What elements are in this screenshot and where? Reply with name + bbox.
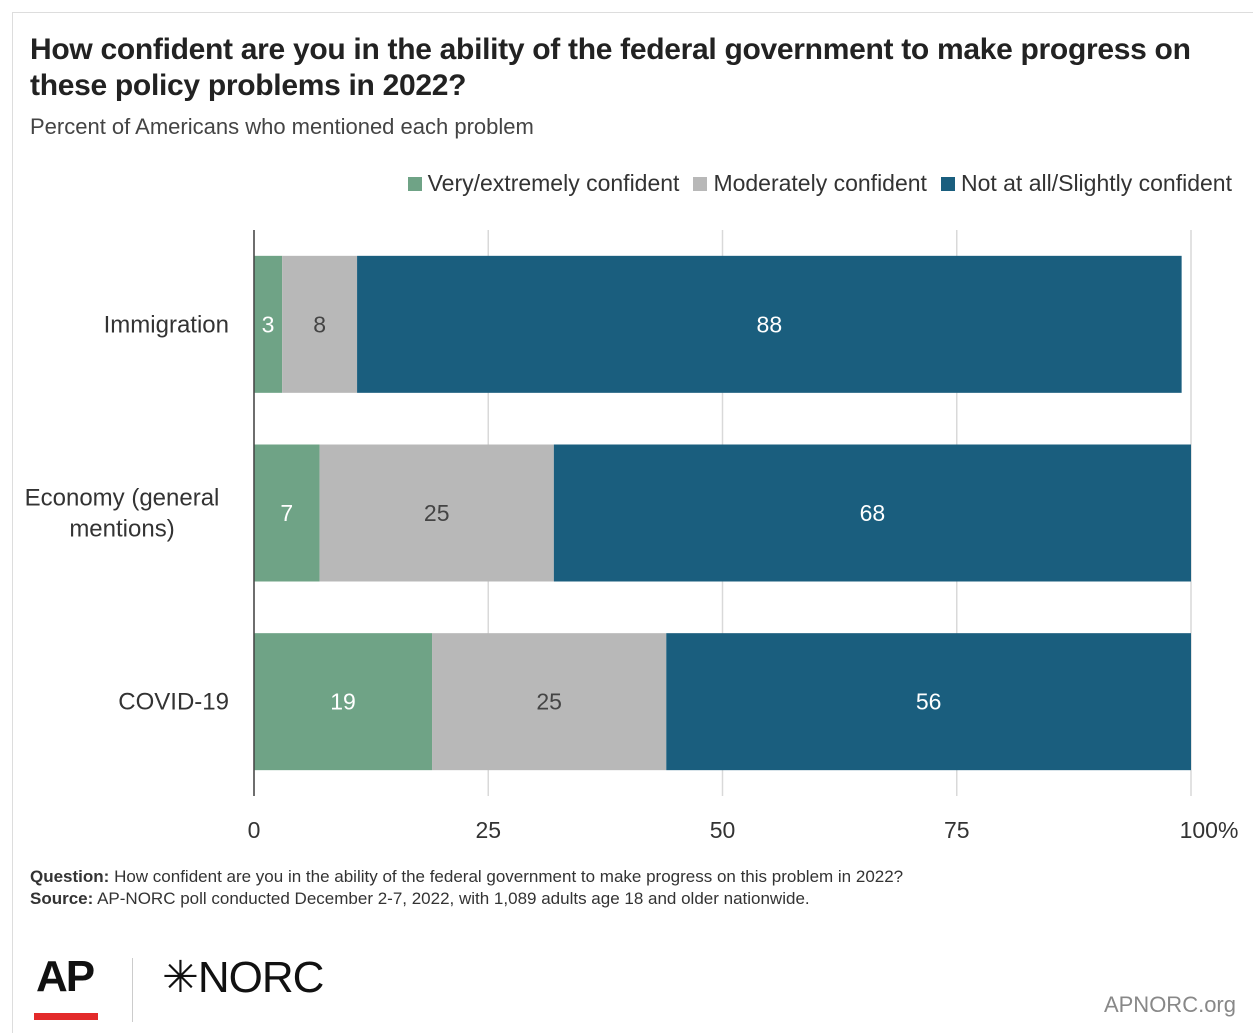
legend-item-very: Very/extremely confident	[407, 170, 680, 197]
bar-segment-2-0	[254, 633, 433, 771]
legend: Very/extremely confident Moderately conf…	[394, 170, 1232, 197]
legend-label-moderate: Moderately confident	[713, 170, 927, 196]
legend-label-not: Not at all/Slightly confident	[960, 170, 1232, 196]
category-label-1-0: Economy (general	[25, 485, 220, 512]
source-note: Source: AP-NORC poll conducted December …	[30, 888, 903, 910]
ap-logo-bar	[34, 1013, 98, 1020]
bar-segment-1-0	[254, 444, 320, 582]
bar-segment-1-1	[319, 444, 554, 582]
data-label-0-2: 88	[757, 311, 783, 337]
data-label-2-0: 19	[330, 689, 356, 715]
question-text: How confident are you in the ability of …	[109, 867, 904, 886]
x-tick-label-50: 50	[710, 817, 736, 843]
bar-segment-2-2	[666, 633, 1191, 771]
x-tick-label-25: 25	[475, 817, 501, 843]
legend-label-very: Very/extremely confident	[427, 170, 680, 196]
bar-segment-2-1	[432, 633, 667, 771]
question-note: Question: How confident are you in the a…	[30, 866, 903, 888]
legend-item-not: Not at all/Slightly confident	[940, 170, 1232, 197]
category-label-1-1: mentions)	[69, 516, 174, 543]
norc-logo: ✳NORC	[162, 953, 324, 1002]
data-label-0-1: 8	[313, 311, 326, 337]
bar-segment-0-1	[282, 255, 358, 393]
site-link[interactable]: APNORC.org	[1103, 992, 1236, 1017]
data-label-2-2: 56	[916, 689, 942, 715]
chart-title: How confident are you in the ability of …	[30, 33, 1191, 102]
data-label-1-2: 68	[860, 500, 886, 526]
data-label-0-0: 3	[262, 311, 275, 337]
data-label-1-1: 25	[424, 500, 450, 526]
legend-swatch-not	[940, 176, 955, 191]
x-tick-label-100: 100%	[1180, 817, 1239, 843]
legend-swatch-moderate	[693, 176, 708, 191]
bar-segment-0-0	[254, 255, 283, 393]
data-label-2-1: 25	[536, 689, 562, 715]
x-tick-label-0: 0	[248, 817, 261, 843]
chart-notes: Question: How confident are you in the a…	[30, 866, 903, 910]
x-tick-label-75: 75	[944, 817, 970, 843]
logo-divider	[132, 958, 133, 1022]
chart-subtitle: Percent of Americans who mentioned each …	[30, 114, 534, 139]
category-label-2-0: COVID-19	[118, 689, 229, 716]
category-label-0-0: Immigration	[104, 311, 229, 338]
bar-segment-0-2	[357, 255, 1182, 393]
legend-swatch-very	[407, 176, 422, 191]
legend-item-moderate: Moderately confident	[693, 170, 927, 197]
ap-logo: AP	[36, 952, 95, 1001]
source-label: Source:	[30, 889, 94, 908]
chart-frame	[12, 12, 1253, 1033]
question-label: Question:	[30, 867, 110, 886]
bar-segment-1-2	[553, 444, 1191, 582]
source-text: AP-NORC poll conducted December 2-7, 202…	[93, 889, 810, 908]
data-label-1-0: 7	[280, 500, 293, 526]
